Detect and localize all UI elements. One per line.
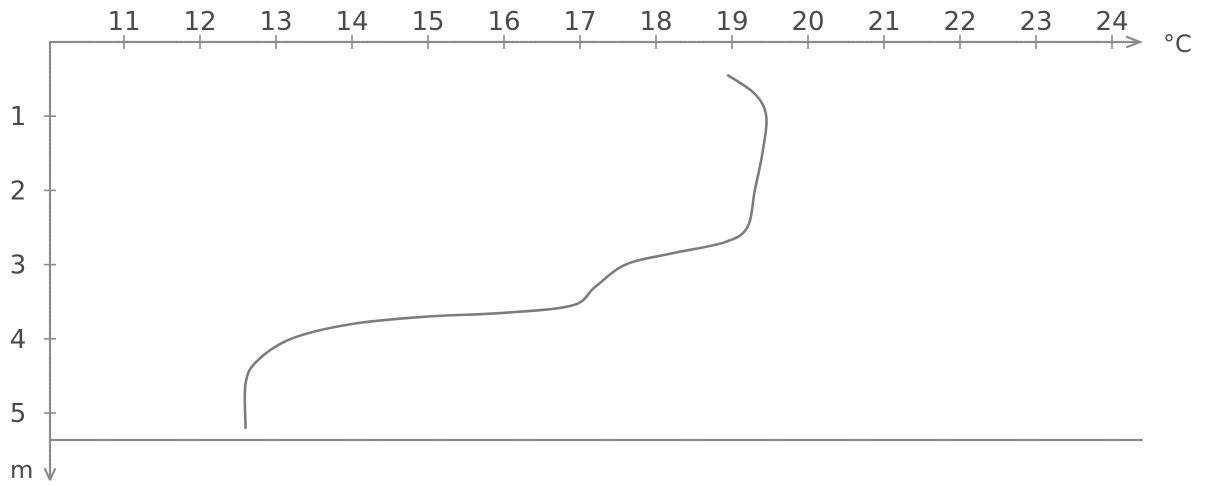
x-tick-label: 22: [943, 7, 976, 37]
temperature-profile-line: [243, 74, 768, 430]
y-axis-ticks: 1 2 3 4 5: [10, 102, 56, 429]
x-tick-label: 19: [715, 7, 748, 37]
x-axis-arrowhead: [1125, 35, 1144, 49]
y-tick-label: 5: [10, 399, 27, 429]
x-axis-unit-label: °C: [1163, 30, 1192, 58]
x-tick-label: 24: [1095, 7, 1128, 37]
x-tick-label: 21: [867, 7, 900, 37]
y-tick-label: 1: [10, 102, 27, 132]
x-tick-label: 11: [107, 7, 140, 37]
x-tick-label: 20: [791, 7, 824, 37]
x-tick-label: 18: [639, 7, 672, 37]
x-tick-label: 16: [487, 7, 520, 37]
x-tick-label: 15: [411, 7, 444, 37]
y-tick-label: 3: [10, 251, 27, 281]
y-tick-label: 2: [10, 176, 27, 206]
y-tick-label: 4: [10, 325, 27, 355]
x-tick-label: 14: [335, 7, 368, 37]
x-tick-label: 23: [1019, 7, 1052, 37]
y-axis-unit-label: m: [10, 456, 33, 484]
x-axis-ticks: 11 12 13 14 15 16 17 18 19 20 21 22 23 24: [107, 7, 1129, 49]
x-tick-label: 13: [259, 7, 292, 37]
y-axis-arrowhead: [43, 467, 57, 483]
x-tick-label: 17: [563, 7, 596, 37]
x-tick-label: 12: [183, 7, 216, 37]
